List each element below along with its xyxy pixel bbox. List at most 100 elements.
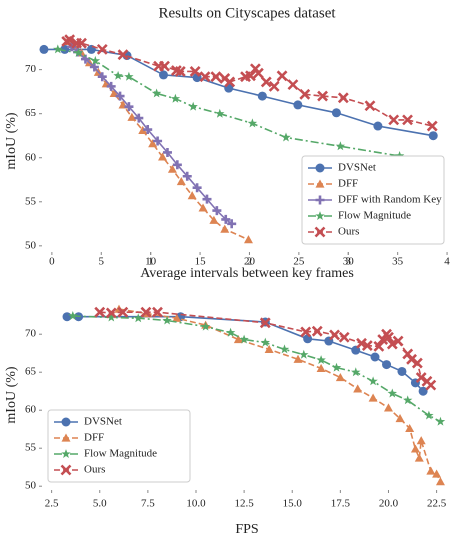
marker — [428, 131, 438, 141]
x-tick-label: 22.5 — [427, 498, 447, 510]
marker — [411, 357, 423, 369]
marker — [124, 102, 134, 112]
x-tick-label: 15.0 — [283, 498, 303, 510]
marker — [96, 43, 108, 55]
x-tick-label: 25 — [293, 256, 305, 268]
legend-marker — [315, 211, 325, 220]
marker — [426, 120, 438, 132]
y-tick-label: 50 — [25, 239, 37, 251]
marker — [416, 436, 426, 445]
marker — [124, 71, 134, 81]
marker — [311, 325, 323, 337]
marker — [395, 414, 405, 423]
x2-tick-label: 0 — [49, 256, 55, 268]
y-axis-label: mIoU (%) — [4, 366, 19, 423]
marker — [200, 321, 211, 331]
chart-title: Results on Cityscapes dataset — [158, 5, 336, 21]
marker — [361, 340, 373, 352]
x-tick-label: 12.5 — [234, 498, 254, 510]
legend-box — [301, 155, 445, 245]
y-tick-label: 55 — [25, 442, 37, 454]
marker — [39, 44, 49, 54]
marker — [106, 312, 116, 322]
marker — [224, 76, 236, 88]
x2-tick-label: 4 — [444, 256, 450, 268]
x-tick-label: 10.0 — [186, 498, 206, 510]
marker — [239, 334, 249, 344]
marker — [148, 139, 158, 148]
marker — [388, 114, 400, 126]
marker — [115, 91, 125, 101]
x-tick-label: 7.5 — [141, 498, 155, 510]
marker — [368, 376, 378, 386]
marker — [260, 337, 270, 347]
marker — [335, 373, 345, 382]
marker — [276, 70, 288, 82]
marker — [151, 88, 162, 98]
marker — [373, 340, 385, 352]
x-tick-label: 20 — [244, 256, 256, 268]
y-tick-label: 55 — [25, 195, 37, 207]
x-tick-label: 15 — [195, 256, 207, 268]
marker — [143, 125, 153, 135]
marker — [279, 344, 290, 354]
marker — [373, 121, 383, 131]
marker — [140, 306, 152, 318]
marker — [134, 113, 144, 123]
marker — [152, 306, 163, 318]
marker — [317, 90, 328, 102]
marker — [174, 65, 186, 77]
marker — [138, 125, 148, 135]
x-tick-label: 2.5 — [45, 498, 59, 510]
y-tick-label: 50 — [25, 480, 37, 492]
y-tick-label: 60 — [25, 404, 37, 416]
y-tick-label: 65 — [25, 107, 37, 119]
marker — [418, 386, 428, 396]
marker — [299, 88, 311, 100]
marker — [299, 349, 309, 359]
marker — [199, 71, 211, 83]
marker — [268, 80, 280, 92]
x-tick-label: 10 — [145, 256, 157, 268]
marker — [316, 363, 326, 372]
marker — [76, 37, 87, 49]
x-tick-label: 17.5 — [331, 498, 351, 510]
legend-marker — [61, 433, 71, 442]
marker — [414, 453, 424, 462]
marker — [212, 206, 222, 216]
legend-label: DFF — [84, 432, 104, 444]
marker — [73, 48, 84, 57]
marker — [94, 306, 106, 318]
marker — [337, 92, 349, 104]
marker — [432, 469, 442, 478]
series-line — [57, 48, 400, 157]
marker — [370, 352, 380, 362]
marker — [259, 317, 271, 329]
marker — [210, 71, 222, 83]
marker — [187, 191, 197, 200]
marker — [338, 331, 350, 343]
marker — [406, 353, 417, 365]
marker — [243, 235, 253, 244]
series-line — [99, 311, 432, 386]
marker — [257, 91, 267, 101]
marker — [53, 44, 63, 54]
marker — [86, 44, 96, 54]
marker — [331, 108, 341, 118]
y-tick-label: 70 — [25, 328, 37, 340]
marker — [403, 395, 413, 405]
marker — [127, 112, 137, 121]
marker — [252, 67, 264, 79]
x-tick-label: 20.0 — [379, 498, 399, 510]
marker — [335, 141, 346, 151]
x2-tick-label: 3 — [346, 256, 352, 268]
marker — [198, 203, 208, 212]
legend-label: Ours — [338, 226, 359, 238]
x2-tick-label: 1 — [148, 256, 154, 268]
marker — [300, 326, 312, 338]
marker — [221, 214, 231, 224]
marker — [97, 72, 107, 82]
marker — [159, 70, 169, 80]
marker — [293, 100, 303, 110]
marker — [153, 136, 163, 146]
